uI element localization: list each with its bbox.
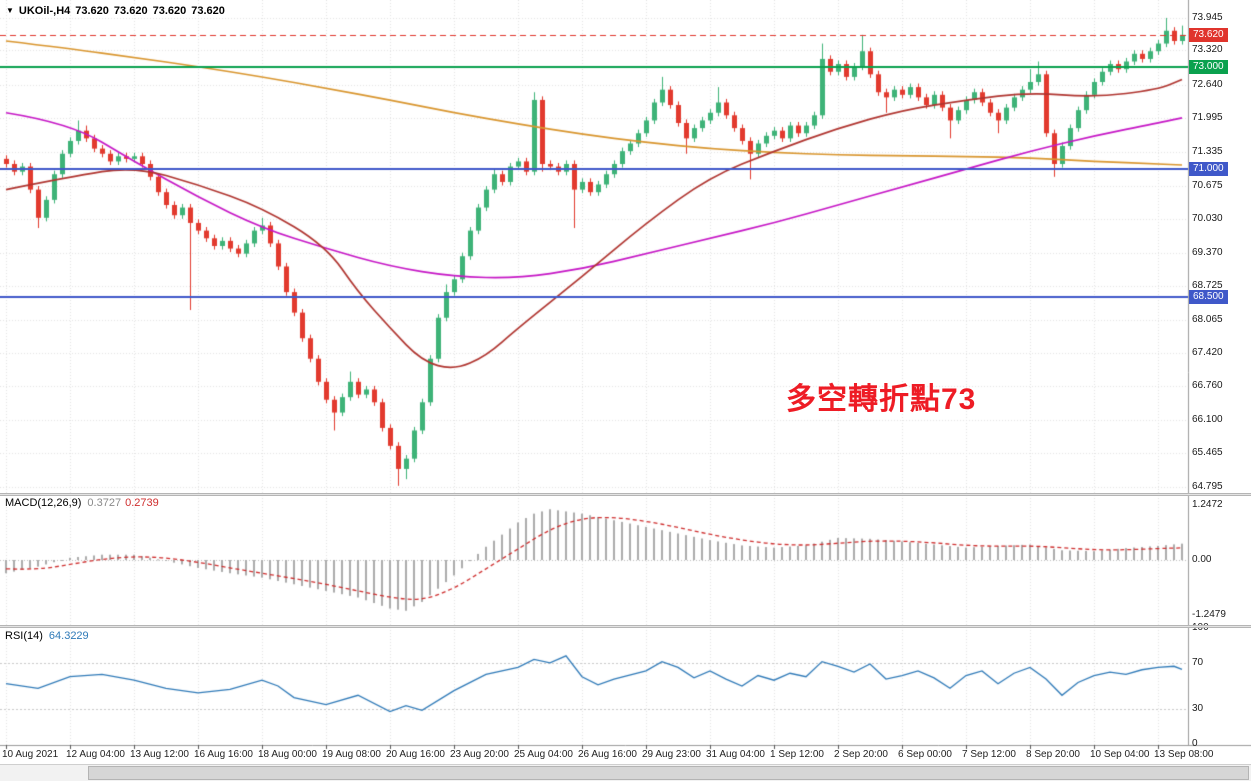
price-tick-label: 64.795 (1192, 481, 1223, 492)
macd-tick-label: 1.2472 (1192, 499, 1223, 510)
rsi-tick-label: 100 (1192, 622, 1209, 634)
scrollbar-thumb[interactable] (88, 766, 1249, 780)
rsi-tick-label: 30 (1192, 703, 1204, 714)
horizontal-scrollbar[interactable] (0, 764, 1251, 781)
price-tick-label: 66.100 (1192, 414, 1223, 425)
chart-annotation[interactable]: 多空轉折點73 (786, 383, 977, 416)
rsi-value: 64.3229 (48, 630, 89, 642)
rsi-indicator-label: RSI(14) 64.3229 (5, 630, 89, 642)
chart-menu-icon[interactable]: ▼ (6, 6, 14, 15)
time-tick-label: 18 Aug 00:00 (258, 749, 317, 760)
price-badge-hline: 71.000 (1189, 162, 1228, 176)
time-tick-label: 16 Aug 16:00 (194, 749, 253, 760)
price-badge-hline: 68.500 (1189, 290, 1228, 304)
time-tick-label: 23 Aug 20:00 (450, 749, 509, 760)
time-tick-label: 8 Sep 20:00 (1026, 749, 1080, 760)
rsi-tick-label: 0 (1192, 738, 1198, 749)
time-tick-label: 19 Aug 08:00 (322, 749, 381, 760)
time-tick-label: 29 Aug 23:00 (642, 749, 701, 760)
macd-name: MACD(12,26,9) (5, 497, 82, 509)
open-value: 73.620 (75, 5, 109, 17)
time-tick-label: 1 Sep 12:00 (770, 749, 824, 760)
price-tick-label: 65.465 (1192, 447, 1223, 458)
macd-tick-label: -1.2479 (1192, 609, 1226, 620)
time-tick-label: 2 Sep 20:00 (834, 749, 888, 760)
price-tick-label: 67.420 (1192, 347, 1223, 358)
time-tick-label: 25 Aug 04:00 (514, 749, 573, 760)
time-tick-label: 7 Sep 12:00 (962, 749, 1016, 760)
time-tick-label: 10 Sep 04:00 (1090, 749, 1150, 760)
time-tick-label: 12 Aug 04:00 (66, 749, 125, 760)
time-tick-label: 20 Aug 16:00 (386, 749, 445, 760)
time-tick-label: 26 Aug 16:00 (578, 749, 637, 760)
high-value: 73.620 (113, 5, 148, 17)
price-tick-label: 73.945 (1192, 12, 1223, 23)
macd-signal-value: 0.2739 (125, 497, 159, 509)
panel-splitter-macd[interactable] (0, 493, 1251, 496)
price-badge-hline: 73.000 (1189, 60, 1228, 74)
price-tick-label: 73.320 (1192, 44, 1223, 55)
time-tick-label: 31 Aug 04:00 (706, 749, 765, 760)
time-tick-label: 13 Aug 12:00 (130, 749, 189, 760)
price-tick-label: 72.640 (1192, 79, 1223, 90)
symbol-period-label: UKOil-,H4 (18, 5, 71, 17)
price-tick-label: 71.995 (1192, 112, 1223, 123)
time-tick-label: 6 Sep 00:00 (898, 749, 952, 760)
macd-indicator-label: MACD(12,26,9) 0.3727 0.2739 (5, 497, 159, 509)
price-tick-label: 71.335 (1192, 146, 1223, 157)
time-tick-label: 10 Aug 2021 (2, 749, 59, 760)
price-tick-label: 68.065 (1192, 314, 1223, 325)
close-value: 73.620 (191, 5, 225, 17)
price-tick-label: 70.030 (1192, 213, 1223, 224)
rsi-tick-label: 70 (1192, 657, 1204, 668)
chart-ohlc-header: ▼ UKOil-,H4 73.620 73.620 73.620 73.620 (6, 5, 230, 17)
rsi-name: RSI(14) (5, 630, 43, 642)
macd-tick-label: 0.00 (1192, 554, 1212, 565)
price-tick-label: 69.370 (1192, 247, 1223, 258)
macd-main-value: 0.3727 (87, 497, 122, 509)
panel-splitter-rsi[interactable] (0, 625, 1251, 628)
low-value: 73.620 (152, 5, 187, 17)
price-tick-label: 68.725 (1192, 280, 1223, 291)
price-tick-label: 70.675 (1192, 180, 1223, 191)
time-tick-label: 13 Sep 08:00 (1154, 749, 1214, 760)
price-tick-label: 66.760 (1192, 380, 1223, 391)
price-badge-bid-price: 73.620 (1189, 28, 1228, 42)
